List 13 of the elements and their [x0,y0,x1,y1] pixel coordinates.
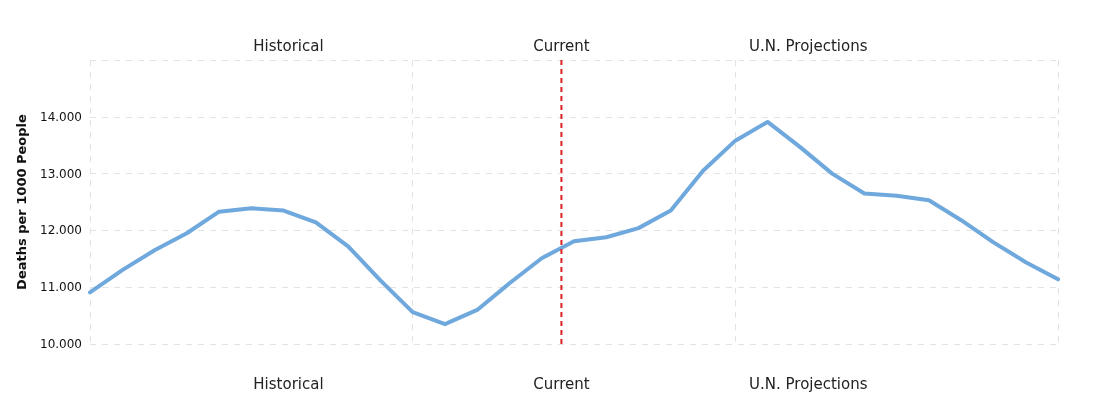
y-tick-label: 13.000 [40,166,82,181]
text: U.N. Projections [749,37,868,55]
y-tick-label: 11.000 [40,280,82,295]
text: Current [533,37,590,55]
line-series [88,119,1060,327]
y-tick-label: 12.000 [40,223,82,238]
text: U.N. Projections [749,375,868,393]
text: Historical [253,375,324,393]
y-tick-label: 14.000 [40,109,82,124]
y-axis-title: Deaths per 1000 People [14,113,29,290]
text: Current [533,375,590,393]
text: Historical [253,37,324,55]
y-tick-label: 10.000 [40,337,82,351]
